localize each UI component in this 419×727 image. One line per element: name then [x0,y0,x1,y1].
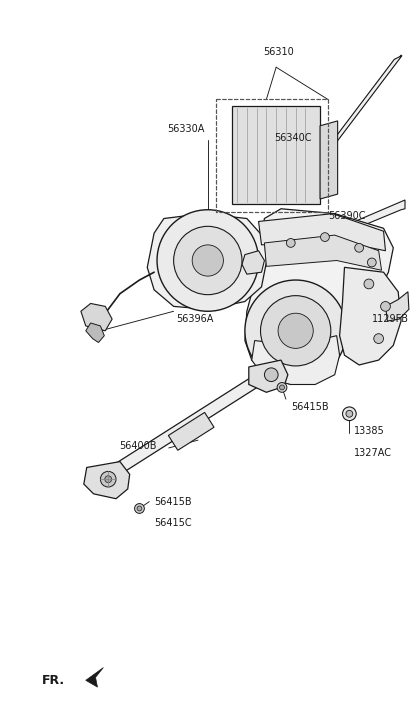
Polygon shape [249,360,288,393]
Circle shape [321,233,329,241]
Polygon shape [168,412,214,450]
Circle shape [137,506,142,511]
Text: FR.: FR. [42,674,65,687]
Polygon shape [84,462,130,499]
Circle shape [264,368,278,382]
Polygon shape [339,268,401,365]
Polygon shape [309,55,402,172]
Text: 56415B: 56415B [291,402,328,412]
Polygon shape [264,235,382,270]
Text: 13385: 13385 [354,426,385,436]
Text: 56415C: 56415C [154,518,192,529]
Text: 56400B: 56400B [119,441,157,451]
Polygon shape [147,214,266,309]
Text: 56415B: 56415B [154,497,192,507]
Circle shape [364,279,374,289]
Circle shape [374,334,383,343]
Text: 56390C: 56390C [328,212,365,222]
Bar [216,100,328,212]
Circle shape [277,382,287,393]
Circle shape [173,226,242,294]
Polygon shape [320,121,338,199]
Circle shape [346,410,353,417]
Circle shape [261,296,331,366]
Polygon shape [89,373,265,490]
Text: 1327AC: 1327AC [354,448,392,458]
Polygon shape [333,200,405,238]
Polygon shape [86,323,104,342]
Polygon shape [259,214,385,251]
Polygon shape [232,106,320,204]
Circle shape [278,313,313,348]
Polygon shape [245,209,393,385]
Circle shape [380,302,391,311]
Circle shape [134,504,144,513]
Text: 56330A: 56330A [168,124,205,134]
Bar [216,100,328,212]
Circle shape [192,245,223,276]
Circle shape [105,475,111,483]
Circle shape [342,407,356,421]
Text: 1129FB: 1129FB [372,314,409,324]
Circle shape [157,209,259,311]
Text: 56396A: 56396A [176,314,214,324]
Circle shape [279,385,285,390]
Polygon shape [385,292,409,321]
Circle shape [355,244,364,252]
Circle shape [367,258,376,267]
Polygon shape [252,336,339,385]
Text: 56310: 56310 [263,47,293,57]
Circle shape [287,238,295,247]
Circle shape [101,471,116,487]
Circle shape [245,280,347,382]
Polygon shape [86,667,103,687]
Polygon shape [242,251,264,274]
Polygon shape [81,303,112,331]
Text: 56340C: 56340C [274,133,312,143]
